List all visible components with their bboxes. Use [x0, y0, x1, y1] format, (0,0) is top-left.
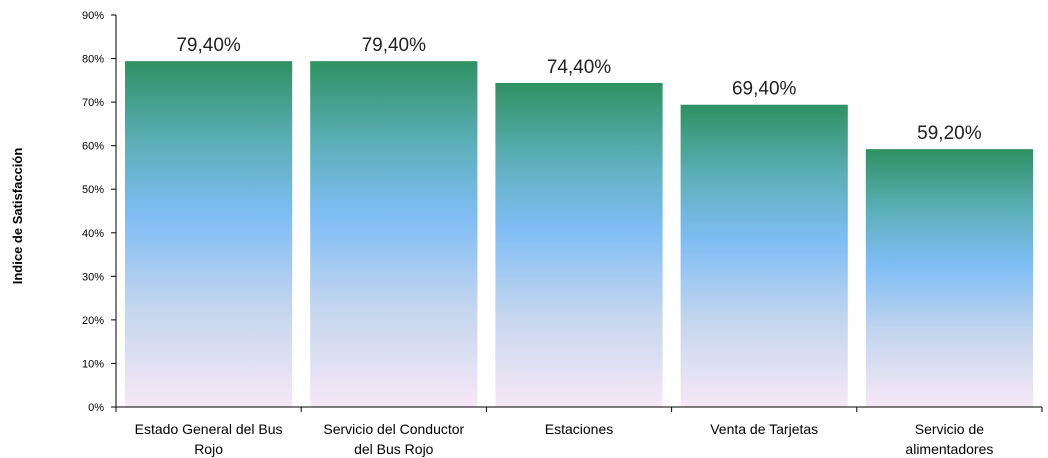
- y-tick-label: 10%: [82, 358, 104, 370]
- bar: [125, 61, 293, 408]
- category-label: Venta de Tarjetas: [710, 421, 818, 437]
- y-tick-label: 90%: [82, 10, 104, 22]
- bar-value-label: 79,40%: [176, 35, 241, 56]
- bar-value-label: 59,20%: [917, 123, 982, 144]
- bar: [310, 61, 478, 408]
- value-labels: 79,40% 79,40% 74,40% 69,40% 59,20%: [176, 35, 981, 144]
- y-tick-label: 0%: [88, 402, 104, 414]
- bar-value-label: 79,40%: [362, 35, 427, 56]
- category-label: Servicio de alimentadores: [905, 421, 993, 457]
- bar: [865, 149, 1033, 407]
- y-tick-label: 50%: [82, 184, 104, 196]
- bar-value-label: 69,40%: [732, 79, 797, 100]
- y-axis-ticks: 0% 10% 20% 30% 40% 50% 60% 70% 80% 90%: [82, 10, 1043, 414]
- category-label: Estado General del Bus Rojo: [135, 421, 283, 457]
- y-axis-label: Indice de Satisfacción: [10, 148, 25, 285]
- category-label: Servicio del Conductor del Bus Rojo: [323, 421, 464, 457]
- y-tick-label: 80%: [82, 54, 104, 66]
- bars: [125, 61, 1033, 408]
- y-tick-label: 30%: [82, 271, 104, 283]
- bar: [680, 104, 848, 408]
- y-tick-label: 40%: [82, 228, 104, 240]
- y-tick-label: 60%: [82, 141, 104, 153]
- category-labels: Estado General del Bus Rojo Servicio del C…: [135, 421, 994, 457]
- bar-value-label: 74,40%: [547, 57, 612, 78]
- y-tick-label: 70%: [82, 97, 104, 109]
- bar: [495, 82, 663, 408]
- y-tick-label: 20%: [82, 315, 104, 327]
- category-label: Estaciones: [545, 421, 613, 437]
